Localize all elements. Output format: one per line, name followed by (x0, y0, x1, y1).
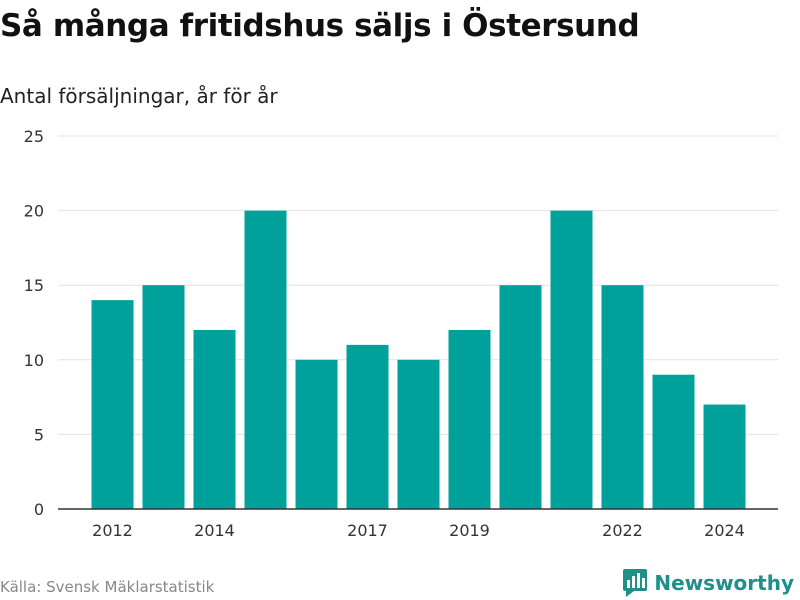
x-tick-label: 2017 (347, 521, 388, 540)
y-tick-label: 15 (24, 276, 44, 295)
bar-2015 (244, 210, 287, 509)
bar-2016 (295, 359, 338, 509)
bar-2013 (142, 285, 185, 509)
bar-2020 (499, 285, 542, 509)
x-tick-label: 2019 (449, 521, 490, 540)
x-tick-label: 2014 (194, 521, 235, 540)
brand-name: Newsworthy (654, 571, 794, 595)
bar-chart-speech-bubble-icon (623, 569, 648, 597)
y-tick-label: 5 (34, 425, 44, 444)
x-tick-label: 2022 (602, 521, 643, 540)
bar-chart: 0 5 10 15 20 25 2012 2014 2017 2019 2022 2024 (24, 127, 778, 540)
bar-2019 (448, 329, 491, 509)
x-tick-label: 2024 (704, 521, 745, 540)
bar-2014 (193, 329, 236, 509)
bar-2021 (550, 210, 593, 509)
y-tick-label: 10 (24, 351, 44, 370)
chart-title: Så många fritidshus säljs i Östersund (0, 8, 640, 44)
bar-2023 (652, 374, 695, 509)
bar-2022 (601, 285, 644, 509)
y-tick-label: 0 (34, 500, 44, 519)
x-tick-label: 2012 (92, 521, 133, 540)
brand-logo: Newsworthy (622, 568, 794, 598)
bar-2017 (346, 344, 389, 509)
chart-subtitle: Antal försäljningar, år för år (0, 84, 278, 108)
bar-2024 (703, 404, 746, 509)
bar-2012 (91, 300, 134, 509)
bar-2018 (397, 359, 440, 509)
source-note: Källa: Svensk Mäklarstatistik (0, 578, 215, 596)
y-tick-label: 25 (24, 127, 44, 146)
y-tick-label: 20 (24, 202, 44, 221)
